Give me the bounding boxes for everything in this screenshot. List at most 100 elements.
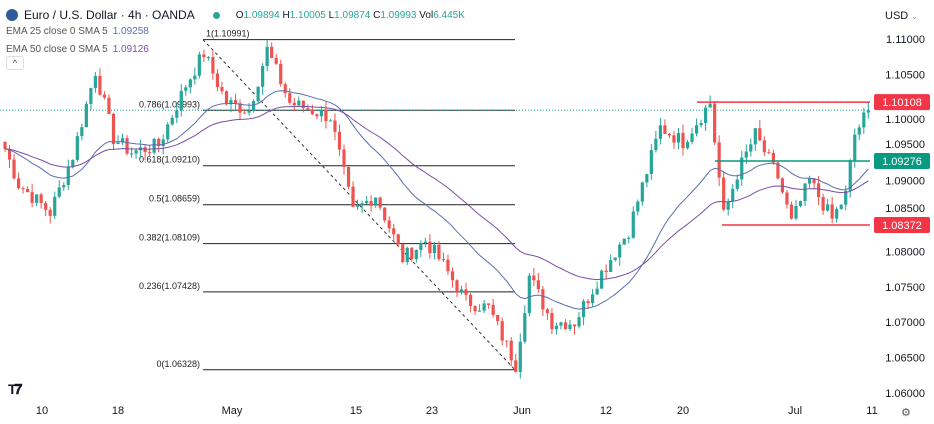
x-tick-label: 10 xyxy=(36,405,48,417)
candle-body xyxy=(242,112,247,114)
candle-body xyxy=(342,149,346,167)
candle-body xyxy=(401,244,405,263)
candle-body xyxy=(758,128,762,141)
candle-body xyxy=(563,322,568,329)
candle-body xyxy=(387,220,391,229)
candle-body xyxy=(821,197,825,211)
candle-body xyxy=(482,303,486,311)
candle-body xyxy=(550,313,554,330)
candle-body xyxy=(572,324,577,327)
candle-body xyxy=(292,102,296,106)
candle-body xyxy=(848,160,852,191)
candle-body xyxy=(71,159,75,168)
x-tick-label: 11 xyxy=(866,405,877,417)
ema25-legend[interactable]: EMA 25 close 0 SMA 5 1.09258 xyxy=(6,26,149,37)
candle-body xyxy=(776,162,780,179)
candle-body xyxy=(107,97,111,114)
candle-body xyxy=(740,157,744,180)
candle-body xyxy=(604,270,608,273)
candle-body xyxy=(383,207,387,221)
candle-body xyxy=(432,244,436,254)
candle-body xyxy=(681,132,685,149)
candle-body xyxy=(455,280,459,293)
candle-body xyxy=(170,117,174,125)
candle-body xyxy=(265,46,269,67)
ema50-legend[interactable]: EMA 50 close 0 SMA 5 1.09126 xyxy=(6,44,149,55)
level-price-tag xyxy=(874,217,930,234)
candle-body xyxy=(627,237,631,239)
candle-body xyxy=(346,166,351,187)
y-tick-label: 1.06000 xyxy=(885,388,925,400)
candle-body xyxy=(80,127,84,137)
symbol-logo-icon xyxy=(6,9,18,21)
candle-body xyxy=(310,109,314,115)
currency-selector[interactable]: USD ⌄ xyxy=(885,10,918,22)
candle-body xyxy=(780,178,785,193)
candle-body xyxy=(148,152,152,154)
level-price-label: 1.09276 xyxy=(882,156,922,168)
candle-body xyxy=(229,100,233,105)
candle-body xyxy=(247,110,251,113)
candle-body xyxy=(541,289,545,310)
candle-body xyxy=(16,178,21,189)
y-tick-label: 1.08500 xyxy=(885,203,925,215)
candle-body xyxy=(410,247,414,260)
level-price-tag xyxy=(874,94,930,111)
candle-body xyxy=(337,131,342,150)
candle-body xyxy=(261,66,265,87)
candle-body xyxy=(753,128,757,145)
candle-body xyxy=(514,360,518,372)
candle-body xyxy=(618,244,622,258)
candle-body xyxy=(704,107,708,124)
candle-body xyxy=(500,321,504,341)
candle-body xyxy=(129,153,134,155)
collapse-legend-button[interactable]: ^ xyxy=(6,56,24,70)
symbol-title[interactable]: Euro / U.S. Dollar · 4h · OANDA xyxy=(24,8,195,22)
candle-body xyxy=(328,120,333,122)
candle-body xyxy=(374,197,378,206)
candle-body xyxy=(581,301,586,318)
candle-body xyxy=(120,138,125,143)
candle-body xyxy=(161,139,165,147)
candle-body xyxy=(568,324,572,329)
market-status-icon xyxy=(212,11,220,19)
candle-body xyxy=(89,88,93,104)
candle-body xyxy=(744,151,748,158)
candle-body xyxy=(48,209,52,216)
candle-body xyxy=(835,208,839,219)
candle-body xyxy=(577,317,581,327)
candle-body xyxy=(315,114,319,117)
y-tick-label: 1.10500 xyxy=(885,69,925,81)
candle-body xyxy=(807,178,812,184)
candle-body xyxy=(817,183,821,198)
candle-body xyxy=(35,194,39,203)
x-tick-label: 12 xyxy=(600,405,612,417)
candle-body xyxy=(699,123,703,126)
candle-body xyxy=(785,192,789,205)
candle-body xyxy=(26,189,30,193)
candle-body xyxy=(496,314,500,322)
candle-body xyxy=(98,75,102,95)
candle-body xyxy=(396,234,400,245)
settings-icon[interactable]: ⚙ xyxy=(901,407,911,419)
candle-body xyxy=(609,259,613,273)
candle-body xyxy=(771,152,775,163)
level-price-label: 1.10108 xyxy=(882,97,922,109)
candle-body xyxy=(184,87,188,91)
x-tick-label: 15 xyxy=(350,405,362,417)
candle-body xyxy=(152,138,156,153)
candle-body xyxy=(215,73,220,88)
candle-body xyxy=(301,100,305,109)
candle-body xyxy=(767,152,771,154)
candle-body xyxy=(66,167,70,186)
candle-body xyxy=(505,340,509,342)
candle-body xyxy=(713,103,717,143)
candle-body xyxy=(731,188,735,202)
candle-body xyxy=(640,182,644,202)
x-tick-label: Jul xyxy=(788,405,802,417)
candle-body xyxy=(722,177,726,210)
candle-body xyxy=(473,306,477,312)
candle-body xyxy=(206,57,210,59)
candle-body xyxy=(188,79,192,88)
